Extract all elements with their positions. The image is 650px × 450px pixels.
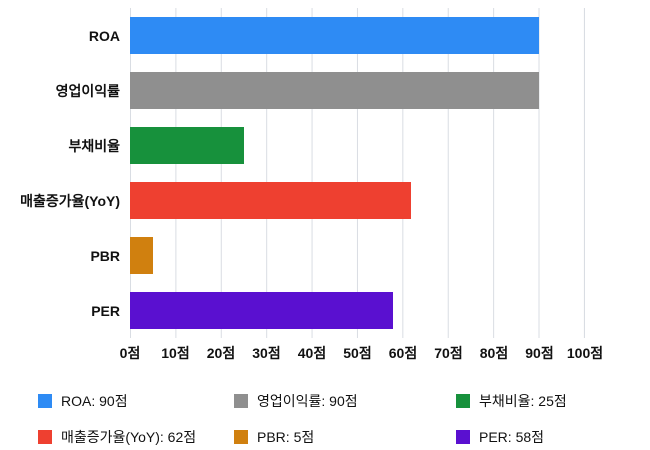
legend-item: 매출증가율(YoY): 62점 xyxy=(38,427,234,447)
bar-row xyxy=(130,8,584,63)
legend-label: ROA: 90점 xyxy=(61,393,128,409)
x-tick-label: 10점 xyxy=(161,345,190,361)
legend-item: 부채비율: 25점 xyxy=(456,391,650,411)
legend-swatch xyxy=(38,394,52,408)
x-tick-label: 60점 xyxy=(388,345,418,361)
x-tick-label: 80점 xyxy=(479,345,509,361)
x-tick-label: 20점 xyxy=(206,345,236,361)
bar xyxy=(130,72,539,109)
bar-row xyxy=(130,228,584,283)
bar xyxy=(130,127,244,164)
legend-swatch xyxy=(38,430,52,444)
x-tick-label: 30점 xyxy=(252,345,281,361)
legend-label: PER: 58점 xyxy=(479,429,545,445)
x-axis: 0점 10점 20점 30점 40점 50점 60점 70점 80점 90점 100점 xyxy=(120,343,603,365)
bar xyxy=(130,17,539,54)
plot-grid-wrap xyxy=(130,8,585,338)
bar-row xyxy=(130,63,584,118)
bar xyxy=(130,237,153,274)
legend-swatch xyxy=(234,394,248,408)
legend-item: 영업이익률: 90점 xyxy=(234,391,456,411)
legend-swatch xyxy=(234,430,248,444)
bar xyxy=(130,292,394,329)
legend-label: PBR: 5점 xyxy=(257,429,315,445)
bar xyxy=(130,182,412,219)
bar-row xyxy=(130,283,584,338)
category-label: 매출증가율(YoY) xyxy=(20,192,120,209)
legend-label: 매출증가율(YoY): 62점 xyxy=(61,429,197,445)
plot-grid xyxy=(130,8,585,338)
legend-item: PER: 58점 xyxy=(456,427,650,447)
x-tick-label: 40점 xyxy=(297,345,327,361)
legend-swatch xyxy=(456,394,470,408)
legend-swatch xyxy=(456,430,470,444)
legend-label: 부채비율: 25점 xyxy=(479,393,567,409)
category-label: 영업이익률 xyxy=(55,82,120,99)
legend-label: 영업이익률: 90점 xyxy=(257,393,358,409)
legend-item: PBR: 5점 xyxy=(234,427,456,447)
legend-item: ROA: 90점 xyxy=(38,391,234,411)
category-label: PER xyxy=(91,302,120,319)
x-tick-label: 50점 xyxy=(343,345,372,361)
bar-row xyxy=(130,173,584,228)
category-label: 부채비율 xyxy=(68,137,120,154)
category-label: ROA xyxy=(88,27,120,44)
bar-row xyxy=(130,118,584,173)
x-tick-label: 0점 xyxy=(119,345,141,361)
x-tick-label: 100점 xyxy=(566,345,604,361)
x-tick-label: 90점 xyxy=(525,345,554,361)
category-label: PBR xyxy=(90,247,120,264)
x-tick-label: 70점 xyxy=(434,345,463,361)
